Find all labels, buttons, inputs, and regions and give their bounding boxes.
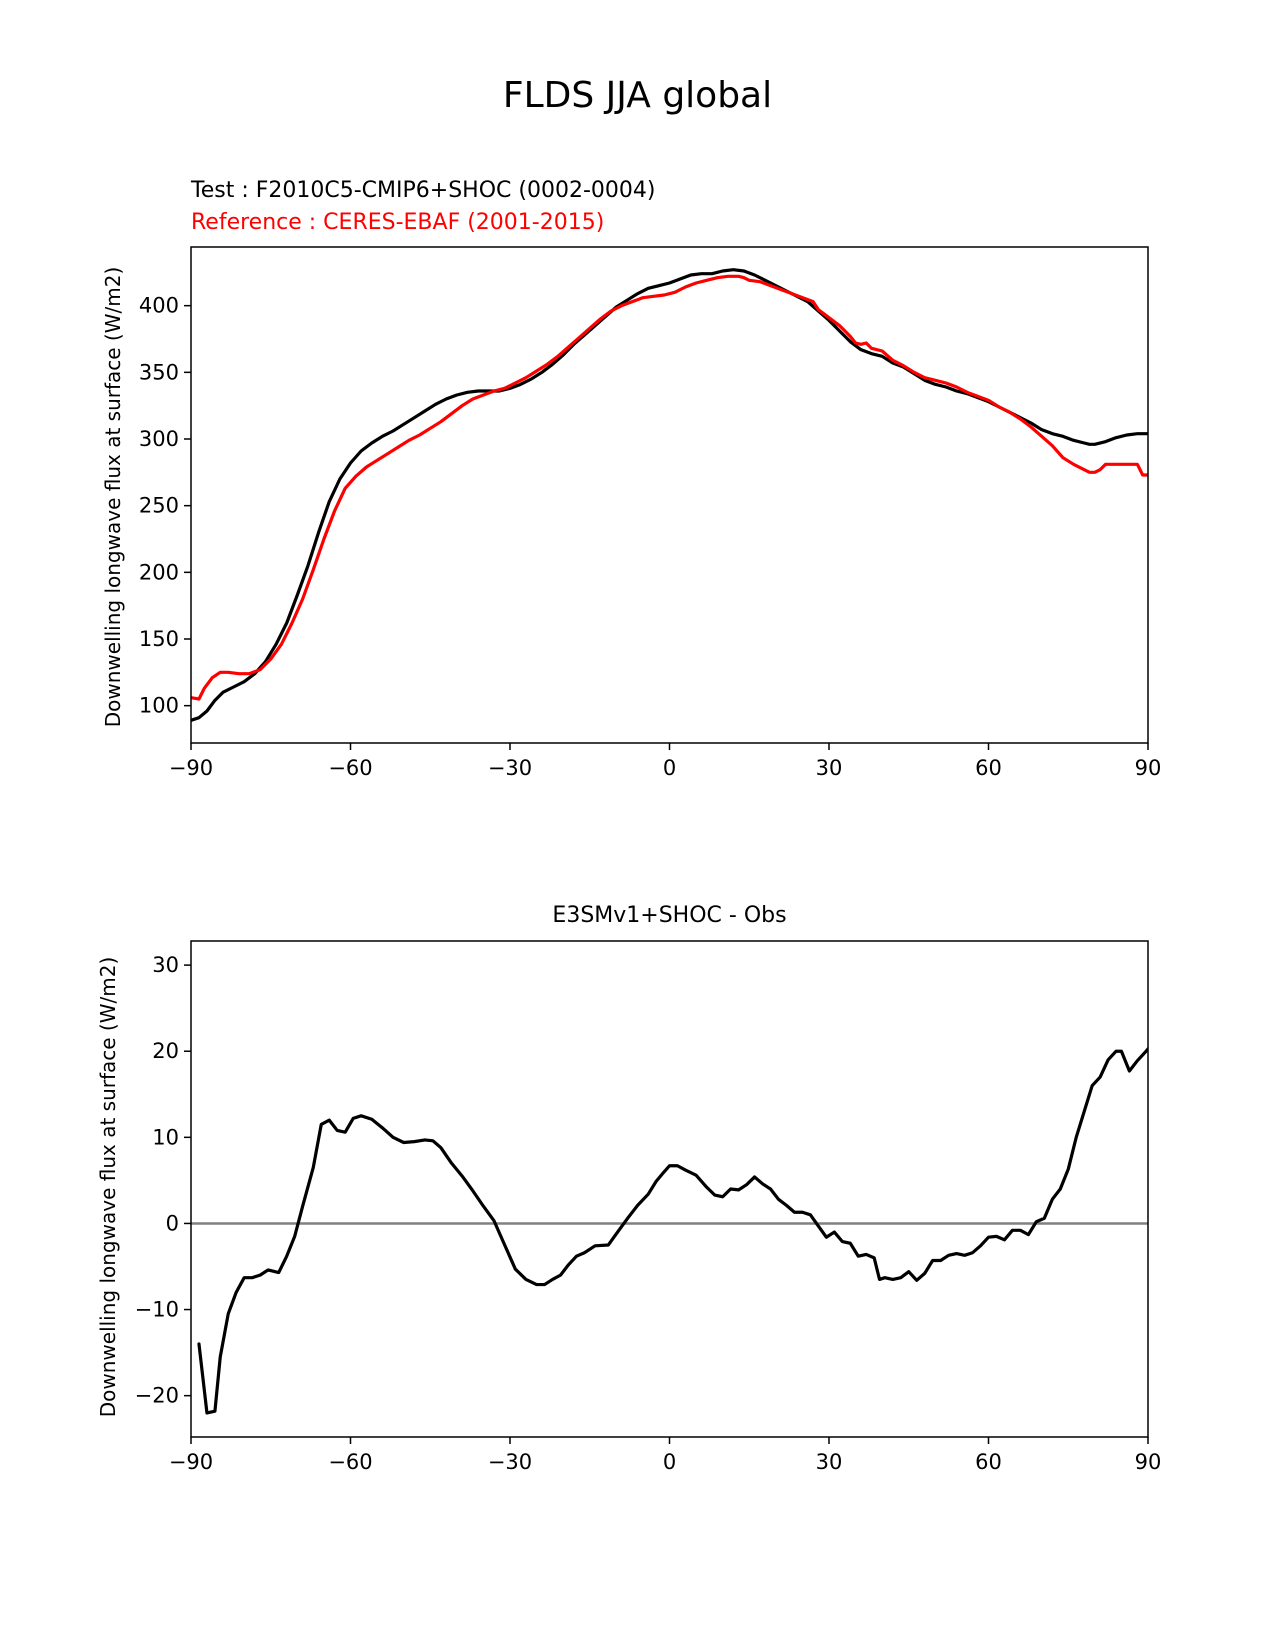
top-y-tick-label: 100 — [139, 694, 179, 718]
bottom-x-tick-label: 30 — [816, 1450, 843, 1474]
top-y-tick-label: 400 — [139, 294, 179, 318]
bottom-y-tick-label: 0 — [166, 1211, 179, 1235]
top-plot-frame — [190, 246, 1149, 744]
top-x-tick-label: 60 — [975, 756, 1002, 780]
bottom-y-tick-label: 20 — [152, 1039, 179, 1063]
top-x-tick-label: 0 — [663, 756, 676, 780]
top-series-line-0 — [191, 268, 1148, 722]
bottom-series-line-0 — [197, 1046, 1148, 1415]
test-label: Test : F2010C5-CMIP6+SHOC (0002-0004) — [190, 178, 655, 203]
top-axes: −90 −60 −30 0 30 60 90 100 150 200 250 300 350 400 — [139, 294, 1161, 780]
bottom-y-axis-label: Downwelling longwave flux at surface (W/… — [96, 957, 120, 1418]
bottom-y-tick-label: −10 — [135, 1298, 179, 1322]
top-x-tick-label: 30 — [816, 756, 843, 780]
bottom-x-tick-label: −90 — [169, 1450, 213, 1474]
bottom-axes: −90 −60 −30 0 30 60 90 −20 −10 0 10 20 30 — [135, 953, 1162, 1474]
top-y-tick-label: 150 — [139, 627, 179, 651]
bottom-y-tick-label: −20 — [135, 1384, 179, 1408]
bottom-x-tick-label: −60 — [328, 1450, 372, 1474]
bottom-x-tick-label: 60 — [975, 1450, 1002, 1474]
top-x-tick-label: −30 — [488, 756, 532, 780]
top-y-axis-label: Downwelling longwave flux at surface (W/… — [101, 267, 125, 728]
bottom-panel: E3SMv1+SHOC - Obs Downwelling longwave f… — [96, 903, 1162, 1474]
bottom-y-tick-label: 10 — [152, 1125, 179, 1149]
bottom-panel-title: E3SMv1+SHOC - Obs — [552, 903, 786, 928]
top-x-tick-label: 90 — [1135, 756, 1162, 780]
top-series-line-1 — [191, 274, 1148, 701]
bottom-series-group — [197, 1046, 1148, 1415]
bottom-x-tick-label: 90 — [1135, 1450, 1162, 1474]
top-y-tick-label: 250 — [139, 494, 179, 518]
top-x-tick-label: −90 — [169, 756, 213, 780]
bottom-x-tick-label: 0 — [663, 1450, 676, 1474]
top-series-group — [191, 268, 1148, 722]
top-y-tick-label: 300 — [139, 427, 179, 451]
top-y-tick-label: 350 — [139, 360, 179, 384]
bottom-plot-frame — [190, 940, 1149, 1438]
top-x-tick-label: −60 — [328, 756, 372, 780]
top-y-tick-label: 200 — [139, 560, 179, 584]
bottom-x-tick-label: −30 — [488, 1450, 532, 1474]
bottom-y-tick-label: 30 — [152, 953, 179, 977]
reference-label: Reference : CERES-EBAF (2001-2015) — [191, 210, 604, 235]
top-panel: Test : F2010C5-CMIP6+SHOC (0002-0004) Re… — [101, 178, 1161, 780]
figure-title: FLDS JJA global — [503, 75, 772, 116]
